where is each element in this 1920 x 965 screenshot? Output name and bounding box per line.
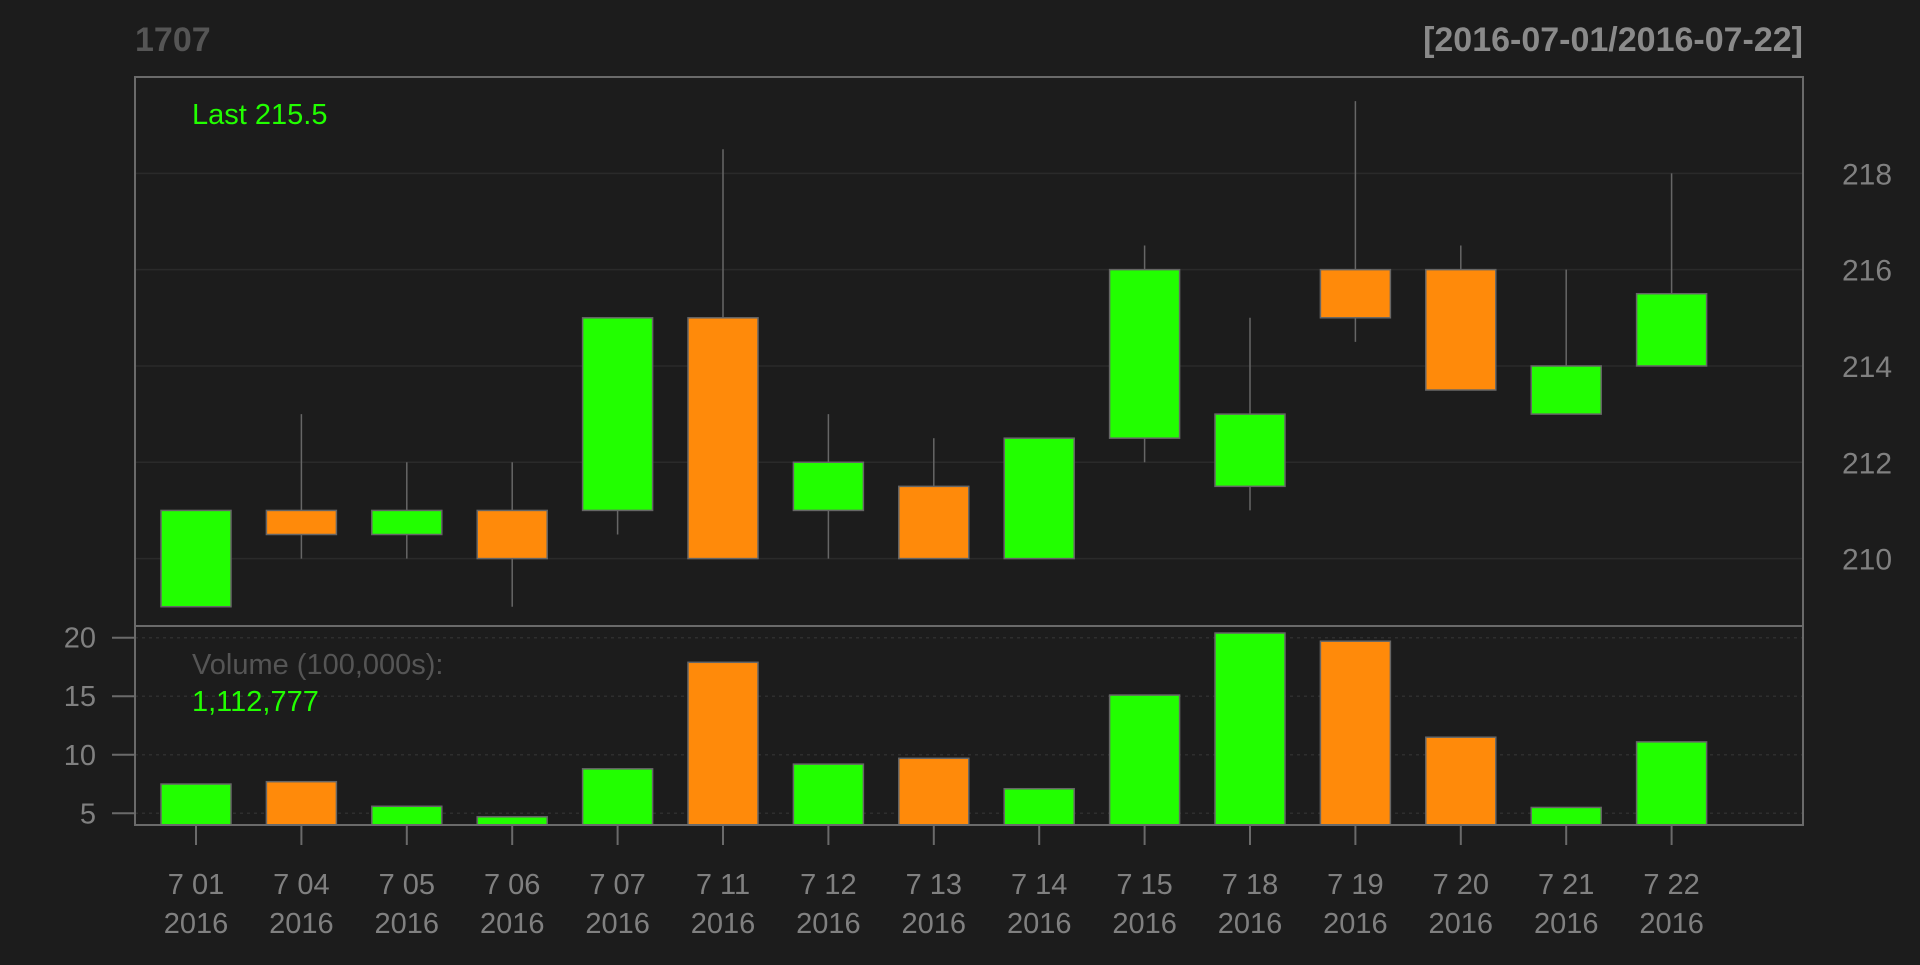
x-tick-label-year: 2016 bbox=[585, 908, 650, 940]
volume-y-tick-label: 15 bbox=[64, 681, 96, 713]
x-tick-label: 7 01 bbox=[168, 869, 224, 901]
volume-bar bbox=[160, 783, 232, 826]
volume-y-tick-label: 5 bbox=[80, 798, 96, 830]
volume-series bbox=[160, 632, 1708, 826]
candle-body bbox=[1003, 437, 1075, 560]
x-tick-label: 7 05 bbox=[379, 869, 435, 901]
x-tick-label: 7 04 bbox=[273, 869, 329, 901]
price-y-tick-label: 214 bbox=[1842, 351, 1892, 384]
price-grid bbox=[135, 172, 1803, 560]
x-tick-label-year: 2016 bbox=[164, 908, 229, 940]
x-tick-label-year: 2016 bbox=[902, 908, 967, 940]
x-tick-label-year: 2016 bbox=[796, 908, 861, 940]
candle-body bbox=[898, 485, 970, 560]
candle-body bbox=[1214, 413, 1286, 488]
x-tick-label-year: 2016 bbox=[1112, 908, 1177, 940]
x-tick-label: 7 20 bbox=[1433, 869, 1489, 901]
price-y-tick-label: 218 bbox=[1842, 158, 1892, 191]
x-tick-label-year: 2016 bbox=[1534, 908, 1599, 940]
volume-bar bbox=[1214, 632, 1286, 826]
price-y-tick-label: 212 bbox=[1842, 447, 1892, 480]
candle-body bbox=[792, 461, 865, 512]
volume-label: Volume (100,000s): bbox=[192, 649, 443, 681]
chart-date-range: [2016-07-01/2016-07-22] bbox=[1423, 21, 1803, 59]
candle-body bbox=[1108, 268, 1181, 439]
candle-body bbox=[160, 509, 232, 608]
candle-body bbox=[476, 509, 548, 560]
x-tick-label-year: 2016 bbox=[480, 908, 545, 940]
volume-bar bbox=[1108, 694, 1181, 826]
x-tick-label-year: 2016 bbox=[1429, 908, 1494, 940]
x-tick-label-year: 2016 bbox=[375, 908, 440, 940]
x-tick-label-year: 2016 bbox=[1639, 908, 1704, 940]
volume-panel-frame bbox=[134, 625, 1804, 826]
x-tick-label-year: 2016 bbox=[269, 908, 334, 940]
chart-title: 1707 bbox=[135, 21, 211, 59]
x-tick-label: 7 14 bbox=[1011, 869, 1067, 901]
candle-body bbox=[1635, 292, 1708, 367]
x-axis: 7 01 2016 7 04 2016 7 05 2016 7 06 2016 7 07 2016… bbox=[164, 825, 1704, 940]
price-y-tick-label: 216 bbox=[1842, 255, 1892, 288]
candle-body bbox=[1425, 268, 1497, 391]
volume-bar bbox=[265, 780, 338, 826]
volume-bar bbox=[1635, 741, 1708, 826]
volume-bar bbox=[792, 763, 865, 826]
x-tick-label: 7 12 bbox=[800, 869, 856, 901]
candle-body bbox=[265, 509, 338, 536]
x-tick-label-year: 2016 bbox=[1323, 908, 1388, 940]
x-tick-label-year: 2016 bbox=[691, 908, 756, 940]
candle-body bbox=[581, 317, 654, 512]
volume-y-tick-label: 10 bbox=[64, 740, 96, 772]
candle-body bbox=[371, 509, 443, 536]
volume-bar bbox=[371, 805, 443, 826]
volume-bar bbox=[1003, 787, 1075, 826]
candle-body bbox=[1319, 268, 1392, 319]
x-tick-label-year: 2016 bbox=[1218, 908, 1283, 940]
candle-body bbox=[687, 317, 759, 560]
volume-bar bbox=[581, 768, 654, 826]
x-tick-label: 7 21 bbox=[1538, 869, 1594, 901]
price-y-tick-label: 210 bbox=[1842, 544, 1892, 577]
volume-bar bbox=[687, 661, 759, 826]
x-tick-label: 7 18 bbox=[1222, 869, 1278, 901]
volume-bar bbox=[476, 816, 548, 826]
x-tick-label: 7 07 bbox=[589, 869, 645, 901]
x-tick-label: 7 15 bbox=[1116, 869, 1172, 901]
last-price-label: Last 215.5 bbox=[192, 99, 327, 131]
x-tick-label: 7 19 bbox=[1327, 869, 1383, 901]
volume-bar bbox=[1530, 806, 1602, 826]
volume-last-value: 1,112,777 bbox=[192, 686, 319, 718]
x-tick-label-year: 2016 bbox=[1007, 908, 1072, 940]
price-y-axis: 210 212 214 216 218 bbox=[1842, 158, 1892, 576]
x-tick-label: 7 22 bbox=[1643, 869, 1699, 901]
volume-bar bbox=[898, 757, 970, 826]
x-tick-label: 7 11 bbox=[696, 869, 750, 901]
candle-body bbox=[1530, 365, 1602, 415]
volume-y-tick-label: 20 bbox=[64, 623, 96, 655]
candlestick-series bbox=[160, 101, 1708, 608]
x-tick-label: 7 06 bbox=[484, 869, 540, 901]
x-tick-label: 7 13 bbox=[906, 869, 962, 901]
volume-y-axis: 5 10 15 20 bbox=[64, 623, 135, 830]
volume-bar bbox=[1425, 736, 1497, 826]
volume-bar bbox=[1319, 640, 1392, 826]
